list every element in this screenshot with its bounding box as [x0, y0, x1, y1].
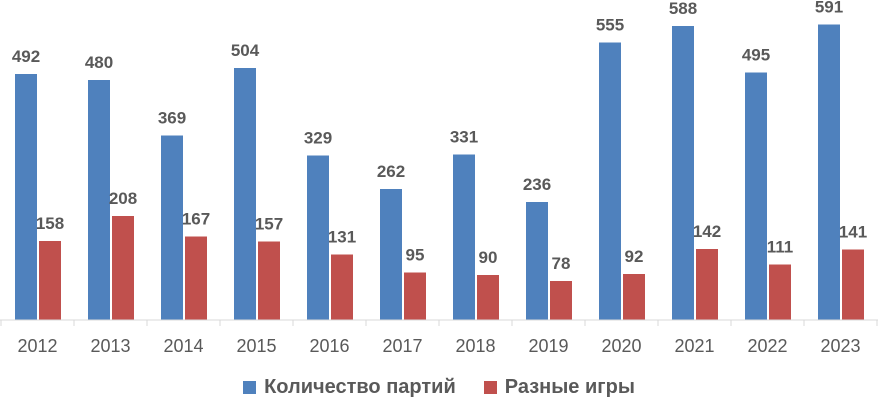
bar-series-1-2021: [672, 26, 694, 320]
legend-swatch-series-1: [243, 380, 257, 394]
data-label-series-1-2023: 591: [815, 0, 843, 17]
data-label-series-2-2015: 157: [255, 215, 283, 234]
bar-series-2-2021: [696, 249, 718, 320]
bar-series-2-2022: [769, 264, 791, 320]
bar-series-1-2020: [599, 42, 621, 320]
data-label-series-1-2020: 555: [596, 16, 624, 35]
data-label-series-2-2023: 141: [839, 223, 867, 242]
data-label-series-2-2022: 111: [767, 238, 794, 257]
x-tick-label-2019: 2019: [528, 336, 568, 356]
legend-item-series-2: Разные игры: [483, 375, 635, 399]
data-label-series-2-2013: 208: [109, 189, 137, 208]
legend-item-series-1: Количество партий: [243, 376, 456, 399]
data-label-series-2-2021: 142: [693, 222, 721, 241]
data-label-series-1-2017: 262: [377, 162, 405, 181]
x-tick-label-2020: 2020: [601, 336, 641, 356]
x-tick-label-2013: 2013: [90, 336, 130, 356]
legend-label-series-1: Количество партий: [264, 375, 456, 398]
x-tick-label-2015: 2015: [236, 336, 276, 356]
bar-series-2-2015: [258, 241, 280, 320]
data-label-series-2-2012: 158: [36, 214, 64, 233]
bar-series-2-2013: [112, 216, 134, 320]
bar-series-2-2017: [404, 272, 426, 320]
bar-series-1-2023: [818, 24, 840, 320]
bar-series-2-2014: [185, 236, 207, 320]
data-labels-layer: 492 158 480 208 369 167 504 157 329 131 262 95 331 90…: [12, 0, 867, 273]
x-tick-label-2022: 2022: [747, 336, 787, 356]
bar-series-1-2019: [526, 202, 548, 320]
x-tick-label-2017: 2017: [382, 336, 422, 356]
legend: Количество партий Разные игры: [0, 372, 878, 402]
data-label-series-2-2019: 78: [552, 254, 571, 273]
bars-layer: [15, 24, 864, 320]
bar-series-1-2016: [307, 155, 329, 320]
x-tick-label-2014: 2014: [163, 336, 203, 356]
bar-series-1-2012: [15, 74, 37, 320]
bar-series-1-2022: [745, 72, 767, 320]
x-tick-label-2021: 2021: [674, 336, 714, 356]
bar-series-2-2019: [550, 281, 572, 320]
x-tick-label-2023: 2023: [820, 336, 860, 356]
data-label-series-2-2014: 167: [182, 210, 210, 229]
bar-chart-plot: 492 158 480 208 369 167 504 157 329 131 262 95 331 90…: [0, 0, 878, 356]
legend-label-series-2: Разные игры: [504, 375, 635, 398]
data-label-series-2-2018: 90: [479, 248, 498, 267]
bar-series-2-2016: [331, 254, 353, 320]
bar-series-1-2013: [88, 80, 110, 320]
bar-series-1-2015: [234, 68, 256, 320]
x-tick-label-2012: 2012: [17, 336, 57, 356]
bar-series-1-2017: [380, 189, 402, 320]
data-label-series-2-2017: 95: [406, 246, 425, 265]
bar-series-2-2023: [842, 249, 864, 320]
data-label-series-1-2018: 331: [450, 128, 478, 147]
bar-series-2-2012: [39, 241, 61, 320]
bar-series-2-2020: [623, 274, 645, 320]
data-label-series-1-2014: 369: [158, 109, 186, 128]
x-axis: 2012 2013 2014 2015 2016 2017 2018 2019 2020 2021…: [0, 319, 878, 356]
x-tick-label-2016: 2016: [309, 336, 349, 356]
data-label-series-2-2016: 131: [328, 228, 356, 247]
data-label-series-1-2021: 588: [669, 0, 697, 18]
x-tick-label-2018: 2018: [455, 336, 495, 356]
data-label-series-1-2015: 504: [231, 41, 260, 60]
data-label-series-1-2022: 495: [742, 46, 770, 65]
data-label-series-1-2016: 329: [304, 129, 332, 148]
data-label-series-1-2012: 492: [12, 47, 40, 66]
data-label-series-2-2020: 92: [625, 247, 644, 266]
data-label-series-1-2013: 480: [85, 53, 113, 72]
bar-series-1-2014: [161, 135, 183, 320]
legend-swatch-series-2: [483, 380, 497, 394]
bar-series-2-2018: [477, 275, 499, 320]
bar-series-1-2018: [453, 154, 475, 320]
data-label-series-1-2019: 236: [523, 175, 551, 194]
